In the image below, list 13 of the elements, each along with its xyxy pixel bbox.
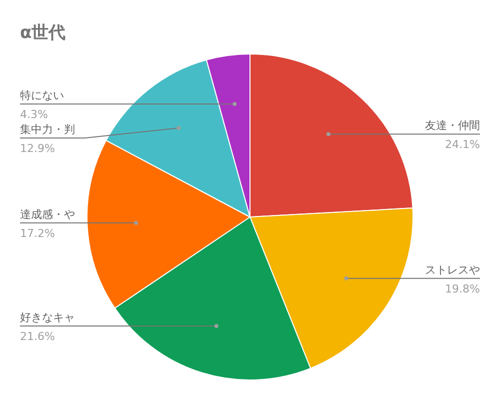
slice-label: 特にない [20,88,64,102]
data-label: 4.3% [20,108,48,121]
data-label: 21.6% [20,330,55,344]
slice-label: 友達・仲間 [425,119,480,132]
data-label: 24.1% [445,138,480,152]
slice-label: 達成感・や [20,208,75,221]
data-label: 19.8% [445,282,480,296]
data-label: 17.2% [20,226,55,240]
slice-label: 集中力・判 [20,122,75,136]
slice-label: ストレスや [425,263,480,276]
chart-title: α世代 [20,23,66,43]
data-label: 12.9% [20,142,55,155]
slice-label: 好きなキャ [20,311,75,324]
